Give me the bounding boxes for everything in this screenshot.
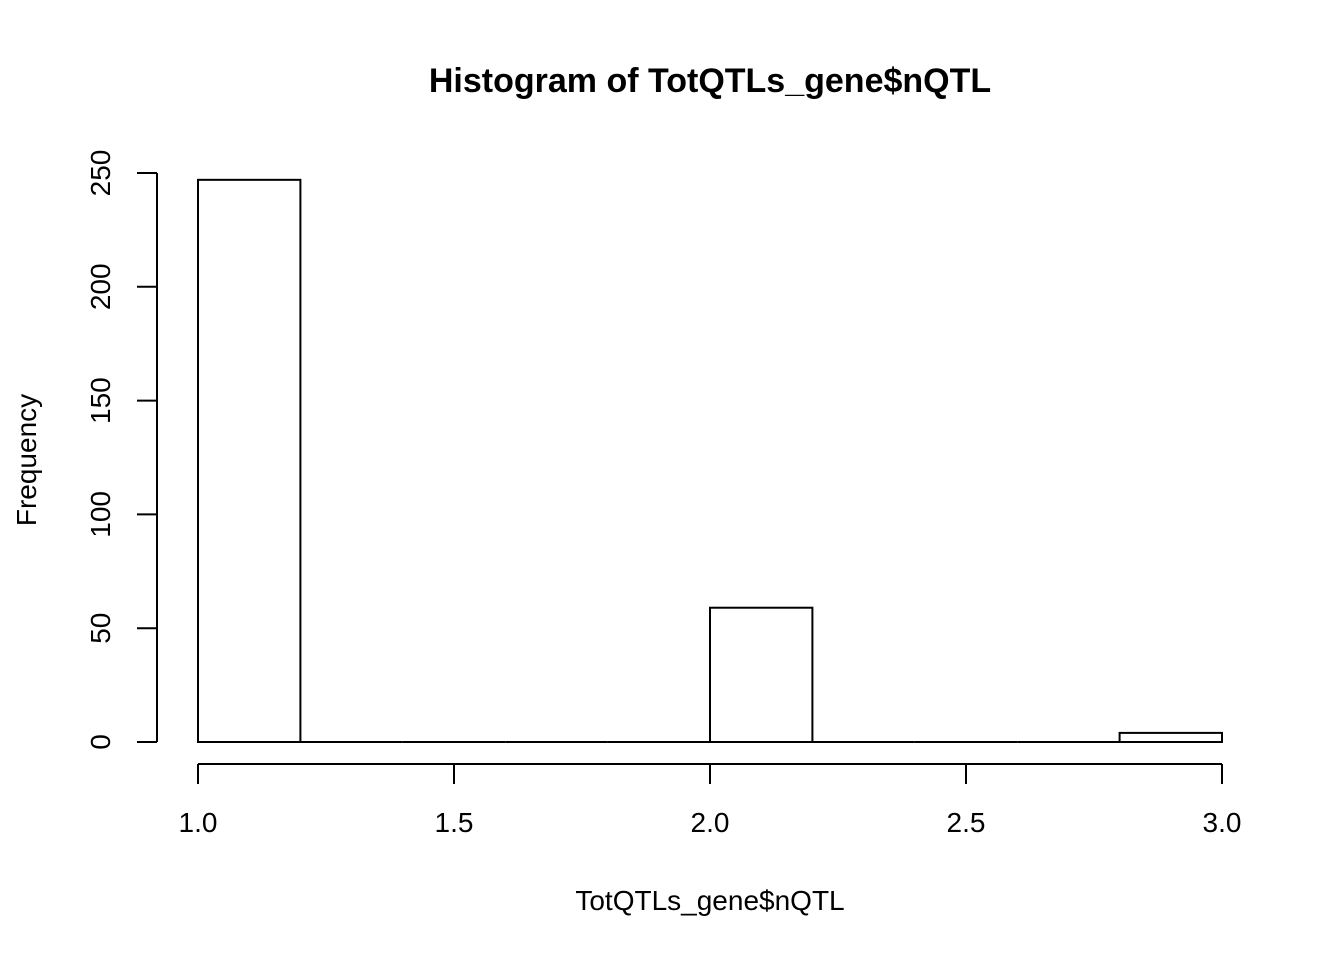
y-tick-label: 250 bbox=[85, 150, 116, 197]
y-axis: 0 50 100 150 200 250 bbox=[85, 150, 158, 750]
x-tick-label: 2.0 bbox=[691, 807, 730, 838]
x-tick-label: 1.5 bbox=[435, 807, 474, 838]
x-tick-label: 2.5 bbox=[947, 807, 986, 838]
x-tick-label: 1.0 bbox=[179, 807, 218, 838]
y-tick-label: 100 bbox=[85, 491, 116, 538]
bars-group bbox=[197, 178, 1223, 743]
chart-title: Histogram of TotQTLs_gene$nQTL bbox=[429, 62, 991, 100]
y-tick-label: 200 bbox=[85, 263, 116, 310]
x-axis: 1.0 1.5 2.0 2.5 3.0 bbox=[179, 763, 1242, 838]
y-tick-label: 150 bbox=[85, 377, 116, 424]
histogram-bar bbox=[197, 178, 302, 743]
histogram-bar bbox=[1118, 731, 1223, 743]
y-axis-label: Frequency bbox=[11, 394, 42, 526]
histogram-bar bbox=[709, 606, 814, 743]
y-tick-label: 50 bbox=[85, 613, 116, 644]
y-tick-label: 0 bbox=[85, 734, 116, 750]
x-axis-label: TotQTLs_gene$nQTL bbox=[575, 885, 844, 916]
x-tick-label: 3.0 bbox=[1203, 807, 1242, 838]
